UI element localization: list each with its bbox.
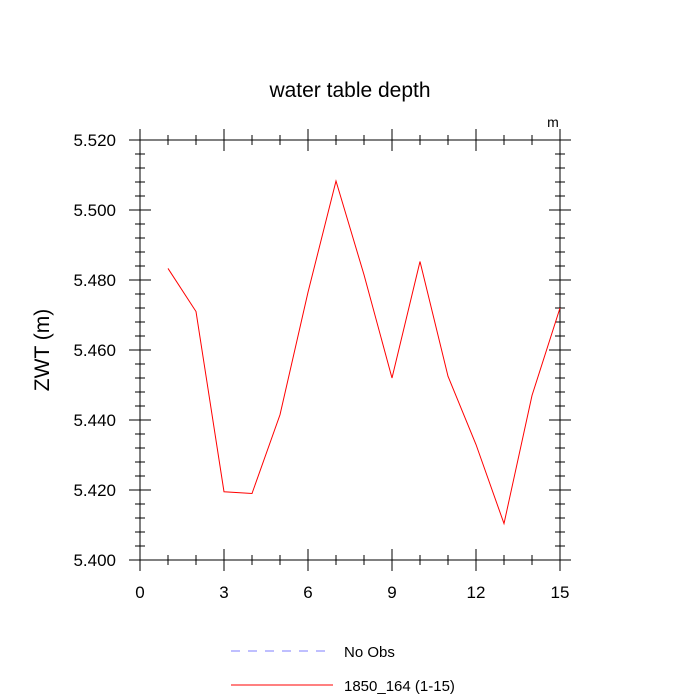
legend: No Obs 1850_164 (1-15) <box>231 644 455 695</box>
y-tick-label: 5.480 <box>73 271 116 290</box>
y-axis-label: ZWT (m) <box>31 309 54 391</box>
x-tick-label: 9 <box>387 583 396 602</box>
series-layer <box>167 179 561 526</box>
y-tick-label: 5.420 <box>73 481 116 500</box>
legend-label: No Obs <box>344 644 395 661</box>
x-tick-label: 3 <box>219 583 228 602</box>
axis-tick-labels: 0 3 6 9 12 15 5.400 5.420 5.440 5.460 5.480 5.500 5.… <box>73 131 569 602</box>
chart-title: water table depth <box>268 79 430 102</box>
y-tick-label: 5.460 <box>73 341 116 360</box>
y-tick-label: 5.400 <box>73 551 116 570</box>
x-tick-label: 12 <box>467 583 486 602</box>
y-tick-label: 5.440 <box>73 411 116 430</box>
y-tick-label: 5.500 <box>73 201 116 220</box>
axis-ticks <box>129 129 571 571</box>
x-tick-label: 15 <box>551 583 570 602</box>
y-tick-label: 5.520 <box>73 131 116 150</box>
plot-frame <box>139 139 561 561</box>
x-tick-label: 6 <box>303 583 312 602</box>
units-label: m <box>547 114 559 130</box>
x-tick-label: 0 <box>135 583 144 602</box>
legend-label: 1850_164 (1-15) <box>344 678 455 695</box>
series-line <box>167 179 561 526</box>
